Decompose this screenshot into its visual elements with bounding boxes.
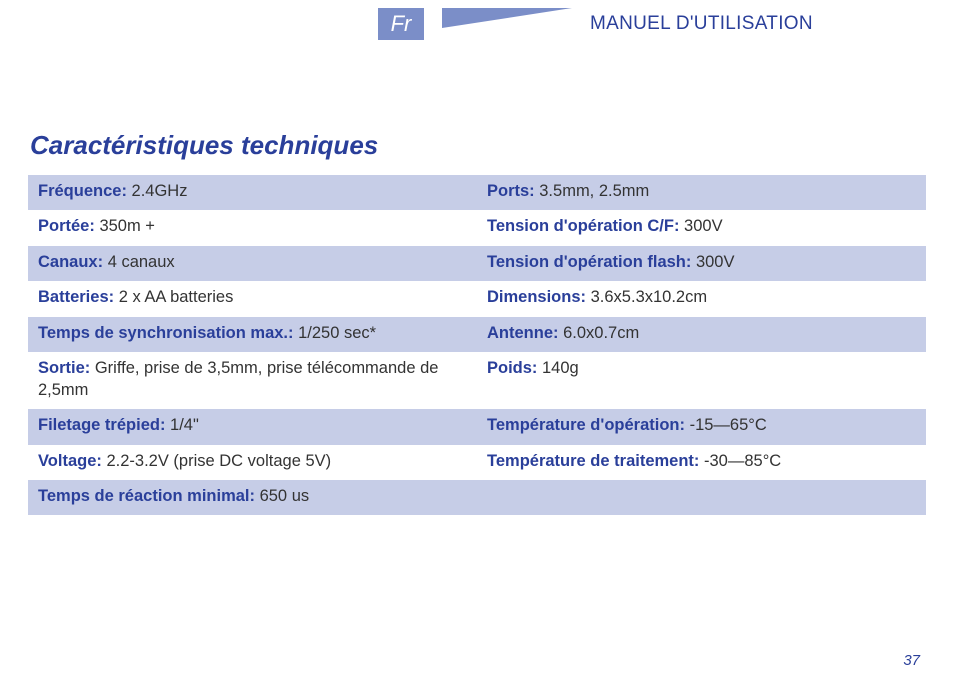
table-row: Fréquence: 2.4GHzPorts: 3.5mm, 2.5mm (28, 175, 926, 210)
spec-label: Sortie: (38, 359, 90, 377)
table-row: Voltage: 2.2-3.2V (prise DC voltage 5V)T… (28, 445, 926, 480)
spec-cell: Filetage trépied: 1/4" (28, 409, 477, 444)
language-badge: Fr (378, 8, 424, 40)
spec-cell: Tension d'opération C/F: 300V (477, 210, 926, 245)
spec-label: Batteries: (38, 288, 114, 306)
table-row: Portée: 350m +Tension d'opération C/F: 3… (28, 210, 926, 245)
page-header: Fr MANUEL D'UTILISATION (378, 8, 926, 40)
spec-label: Température d'opération: (487, 416, 685, 434)
spec-value: 6.0x0.7cm (559, 324, 640, 342)
spec-cell: Temps de réaction minimal: 650 us (28, 480, 477, 515)
spec-value: 2.4GHz (127, 182, 188, 200)
spec-cell: Antenne: 6.0x0.7cm (477, 317, 926, 352)
spec-cell: Voltage: 2.2-3.2V (prise DC voltage 5V) (28, 445, 477, 480)
spec-label: Antenne: (487, 324, 559, 342)
spec-value: Griffe, prise de 3,5mm, prise télécomman… (38, 359, 438, 398)
spec-label: Temps de réaction minimal: (38, 487, 255, 505)
section-title: Caractéristiques techniques (30, 130, 926, 161)
spec-value: 2.2-3.2V (prise DC voltage 5V) (102, 452, 331, 470)
spec-label: Tension d'opération flash: (487, 253, 691, 271)
wedge-icon (442, 8, 572, 40)
spec-label: Température de traitement: (487, 452, 699, 470)
wedge-shape (442, 8, 572, 28)
spec-cell: Canaux: 4 canaux (28, 246, 477, 281)
manual-title: MANUEL D'UTILISATION (590, 13, 813, 35)
spec-value: 3.5mm, 2.5mm (535, 182, 650, 200)
spec-cell: Tension d'opération flash: 300V (477, 246, 926, 281)
spec-label: Fréquence: (38, 182, 127, 200)
spec-cell (477, 480, 926, 515)
spec-cell: Ports: 3.5mm, 2.5mm (477, 175, 926, 210)
spec-value: 300V (679, 217, 722, 235)
spec-value: 2 x AA batteries (114, 288, 233, 306)
page-number: 37 (903, 652, 920, 669)
table-row: Sortie: Griffe, prise de 3,5mm, prise té… (28, 352, 926, 409)
spec-cell: Poids: 140g (477, 352, 926, 409)
page: Fr MANUEL D'UTILISATION Caractéristiques… (0, 0, 954, 515)
table-row: Batteries: 2 x AA batteriesDimensions: 3… (28, 281, 926, 316)
spec-cell: Température de traitement: -30—85°C (477, 445, 926, 480)
spec-label: Tension d'opération C/F: (487, 217, 679, 235)
spec-label: Ports: (487, 182, 535, 200)
spec-cell: Dimensions: 3.6x5.3x10.2cm (477, 281, 926, 316)
spec-label: Voltage: (38, 452, 102, 470)
spec-label: Filetage trépied: (38, 416, 165, 434)
spec-value: 140g (537, 359, 578, 377)
spec-value: 1/4" (165, 416, 198, 434)
spec-label: Canaux: (38, 253, 103, 271)
spec-value: -30—85°C (699, 452, 781, 470)
spec-label: Dimensions: (487, 288, 586, 306)
spec-value: 1/250 sec* (294, 324, 377, 342)
spec-label: Portée: (38, 217, 95, 235)
specifications-tbody: Fréquence: 2.4GHzPorts: 3.5mm, 2.5mmPort… (28, 175, 926, 515)
spec-label: Poids: (487, 359, 537, 377)
spec-cell: Portée: 350m + (28, 210, 477, 245)
spec-label: Temps de synchronisation max.: (38, 324, 294, 342)
spec-value: 650 us (255, 487, 309, 505)
spec-cell: Sortie: Griffe, prise de 3,5mm, prise té… (28, 352, 477, 409)
spec-cell: Batteries: 2 x AA batteries (28, 281, 477, 316)
table-row: Temps de réaction minimal: 650 us (28, 480, 926, 515)
table-row: Temps de synchronisation max.: 1/250 sec… (28, 317, 926, 352)
spec-value: 350m + (95, 217, 155, 235)
table-row: Canaux: 4 canauxTension d'opération flas… (28, 246, 926, 281)
specifications-table: Fréquence: 2.4GHzPorts: 3.5mm, 2.5mmPort… (28, 175, 926, 515)
spec-value: 300V (691, 253, 734, 271)
spec-cell: Température d'opération: -15—65°C (477, 409, 926, 444)
spec-value: 3.6x5.3x10.2cm (586, 288, 707, 306)
spec-cell: Temps de synchronisation max.: 1/250 sec… (28, 317, 477, 352)
spec-cell: Fréquence: 2.4GHz (28, 175, 477, 210)
spec-value: 4 canaux (103, 253, 175, 271)
table-row: Filetage trépied: 1/4"Température d'opér… (28, 409, 926, 444)
spec-value: -15—65°C (685, 416, 767, 434)
